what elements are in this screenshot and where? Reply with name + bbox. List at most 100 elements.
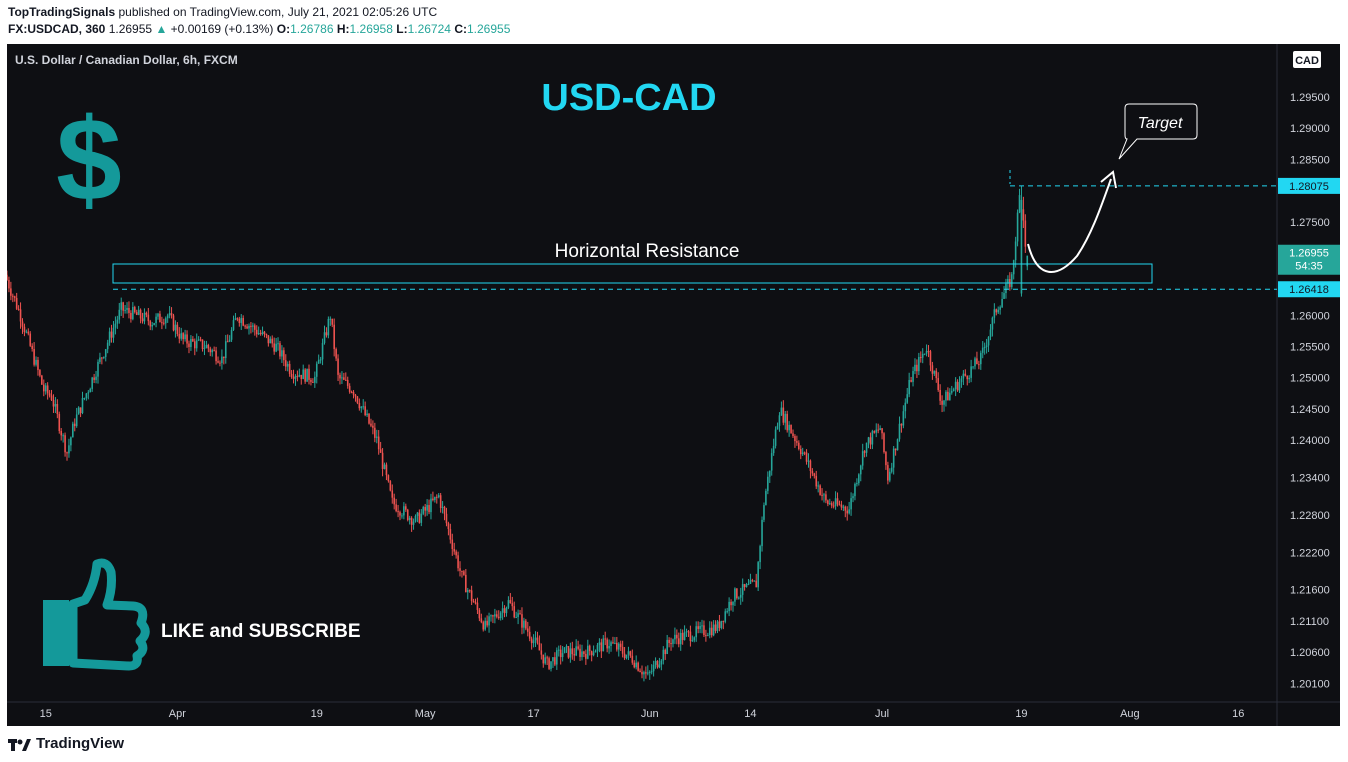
candle-body bbox=[941, 400, 943, 405]
candle-body bbox=[213, 350, 215, 352]
author-name[interactable]: TopTradingSignals bbox=[8, 5, 116, 19]
candle-body bbox=[79, 407, 82, 414]
price-tick: 1.22800 bbox=[1290, 510, 1330, 522]
currency-badge[interactable] bbox=[1293, 51, 1321, 68]
candle-body bbox=[362, 406, 365, 408]
candle-body bbox=[918, 357, 920, 372]
candle-body bbox=[58, 414, 61, 431]
candle-body bbox=[554, 657, 556, 665]
candle-body bbox=[10, 288, 12, 296]
chart-area[interactable]: 1.29500 1.29000 1.28500 1.27500 1.26000 1.255… bbox=[7, 44, 1340, 726]
candle-body bbox=[890, 467, 893, 472]
candle-body bbox=[937, 378, 940, 390]
candle-body bbox=[155, 316, 157, 324]
candle-body bbox=[466, 590, 469, 593]
candle-body bbox=[163, 322, 165, 324]
candle-body bbox=[381, 452, 384, 469]
candle-body bbox=[31, 345, 33, 349]
candle-body bbox=[621, 646, 624, 654]
candle-body bbox=[401, 515, 403, 517]
candle-body bbox=[623, 653, 626, 659]
tradingview-footer[interactable]: TradingView bbox=[8, 735, 124, 752]
candle-body bbox=[703, 625, 705, 636]
price-tick: 1.24500 bbox=[1290, 404, 1330, 416]
candle-body bbox=[261, 331, 264, 335]
candle-body bbox=[949, 392, 951, 401]
tradingview-logo-icon bbox=[8, 738, 31, 751]
candle-body bbox=[540, 650, 543, 655]
candle-body bbox=[885, 452, 887, 466]
candle-body bbox=[577, 646, 579, 649]
candle-body bbox=[645, 672, 647, 674]
time-tick: 19 bbox=[311, 708, 323, 720]
tradingview-brand: TradingView bbox=[36, 735, 125, 752]
candle-body bbox=[139, 309, 142, 319]
candle-body bbox=[269, 338, 272, 344]
candle-body bbox=[852, 496, 854, 499]
like-subscribe-label: LIKE and SUBSCRIBE bbox=[161, 621, 361, 642]
candle-body bbox=[273, 343, 275, 352]
candle-body bbox=[149, 321, 152, 327]
countdown-label: 54:35 bbox=[1295, 261, 1323, 273]
last-price: 1.26955 bbox=[108, 22, 153, 36]
candle-body bbox=[106, 342, 109, 350]
candle-body bbox=[745, 584, 748, 588]
candle-body bbox=[602, 638, 605, 652]
candle-body bbox=[397, 511, 399, 513]
candle-body bbox=[375, 436, 378, 438]
candle-body bbox=[306, 368, 308, 382]
candle-body bbox=[710, 627, 713, 636]
candle-body bbox=[898, 423, 901, 440]
candle-body bbox=[714, 624, 717, 631]
candle-body bbox=[151, 324, 153, 327]
price-tick: 1.20600 bbox=[1290, 647, 1330, 659]
target-callout[interactable] bbox=[1118, 103, 1198, 160]
candle-body bbox=[8, 279, 10, 289]
price-axis[interactable]: 1.29500 1.29000 1.28500 1.27500 1.26000 1.255… bbox=[1290, 92, 1330, 690]
candle-body bbox=[672, 639, 674, 644]
candle-body bbox=[428, 505, 430, 513]
candle-body bbox=[513, 606, 516, 618]
resistance-price-tag-label: 1.26418 bbox=[1289, 284, 1329, 296]
candle-body bbox=[153, 323, 155, 325]
time-axis[interactable]: 15 Apr 19 May 17 Jun 14 Jul 19 Aug 16 bbox=[40, 708, 1245, 720]
candle-body bbox=[190, 338, 192, 347]
candle-body bbox=[660, 660, 663, 665]
candle-body bbox=[561, 653, 564, 658]
candle-body bbox=[985, 345, 988, 348]
candle-body bbox=[265, 334, 268, 336]
candle-body bbox=[199, 339, 202, 341]
candle-body bbox=[490, 615, 492, 617]
candle-body bbox=[234, 318, 237, 321]
candle-body bbox=[426, 505, 428, 511]
candle-body bbox=[734, 588, 736, 602]
candle-body bbox=[619, 643, 622, 647]
candle-body bbox=[794, 436, 796, 442]
candle-body bbox=[749, 580, 752, 584]
candle-body bbox=[333, 324, 335, 350]
candle-body bbox=[979, 352, 982, 365]
candle-body bbox=[838, 504, 841, 506]
candle-body bbox=[447, 523, 450, 530]
candle-body bbox=[739, 594, 742, 598]
candle-body bbox=[494, 614, 496, 617]
candle-body bbox=[304, 369, 306, 382]
projection-arrow-head bbox=[1100, 170, 1117, 189]
candle-body bbox=[724, 611, 727, 622]
candle-body bbox=[180, 333, 183, 339]
candle-body bbox=[935, 370, 938, 379]
candle-body bbox=[544, 657, 547, 664]
candle-body bbox=[66, 452, 68, 454]
candle-body bbox=[1026, 255, 1029, 267]
candle-body bbox=[405, 506, 407, 510]
candle-body bbox=[790, 424, 792, 434]
candle-body bbox=[586, 645, 589, 659]
candle-body bbox=[805, 452, 808, 462]
candlestick-chart[interactable]: 1.29500 1.29000 1.28500 1.27500 1.26000 1.255… bbox=[7, 44, 1340, 726]
candle-body bbox=[176, 324, 179, 334]
price-tick: 1.21100 bbox=[1290, 616, 1329, 628]
resistance-zone[interactable] bbox=[112, 263, 1153, 284]
candle-body bbox=[782, 407, 785, 423]
projection-arrow bbox=[1027, 178, 1112, 273]
candle-body bbox=[610, 642, 612, 647]
